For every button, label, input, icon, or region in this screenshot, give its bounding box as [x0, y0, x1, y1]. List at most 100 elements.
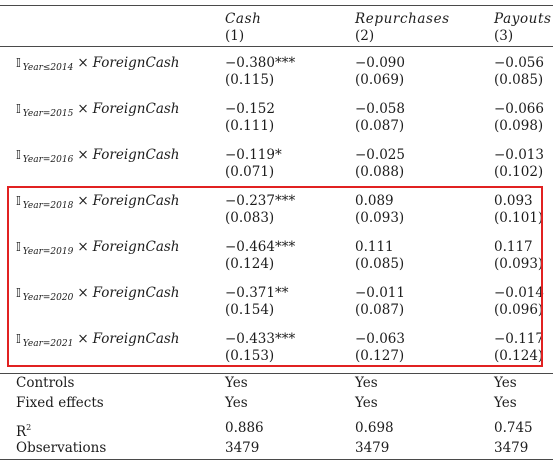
year-subscript: Year=2021	[22, 339, 74, 349]
times-symbol: ×	[77, 193, 89, 209]
footer-label: Observations	[16, 440, 107, 456]
standard-error: (0.087)	[355, 118, 405, 134]
standard-error: (0.102)	[494, 164, 544, 180]
bottom-rule	[0, 459, 553, 460]
standard-error: (0.115)	[225, 72, 275, 88]
times-symbol: ×	[77, 55, 89, 71]
coefficient: −0.119*	[225, 147, 282, 163]
col-number-1: (1)	[225, 28, 245, 44]
coefficient: −0.056	[494, 55, 544, 71]
row-label: 𝕀 Year=2018 × ForeignCash	[16, 193, 180, 214]
variable-name: ForeignCash	[92, 55, 180, 71]
indicator-symbol: 𝕀	[16, 148, 21, 162]
year-subscript: Year=2019	[22, 247, 74, 257]
standard-error: (0.124)	[494, 348, 544, 364]
row-label: 𝕀 Year=2020 × ForeignCash	[16, 285, 180, 306]
footer-value: 0.886	[225, 420, 264, 436]
times-symbol: ×	[77, 285, 89, 301]
indicator-symbol: 𝕀	[16, 286, 21, 300]
header-rule	[0, 46, 553, 47]
standard-error: (0.087)	[355, 302, 405, 318]
standard-error: (0.154)	[225, 302, 275, 318]
col-header-cash: Cash	[225, 11, 262, 27]
standard-error: (0.096)	[494, 302, 544, 318]
times-symbol: ×	[77, 101, 89, 117]
footer-label: R2	[16, 423, 32, 440]
standard-error: (0.083)	[225, 210, 275, 226]
standard-error: (0.085)	[355, 256, 405, 272]
coefficient: 0.089	[355, 193, 394, 209]
coefficient: −0.013	[494, 147, 544, 163]
footer-value: 3479	[355, 440, 390, 456]
coefficient: −0.237***	[225, 193, 296, 209]
footer-label: Controls	[16, 375, 75, 391]
standard-error: (0.071)	[225, 164, 275, 180]
indicator-symbol: 𝕀	[16, 102, 21, 116]
row-label: 𝕀 Year=2015 × ForeignCash	[16, 101, 180, 122]
footer-value: 0.745	[494, 420, 533, 436]
coefficient: −0.014	[494, 285, 544, 301]
row-label: 𝕀 Year=2016 × ForeignCash	[16, 147, 180, 168]
footer-value: Yes	[225, 395, 248, 411]
coefficient: −0.371**	[225, 285, 289, 301]
standard-error: (0.127)	[355, 348, 405, 364]
row-label: 𝕀 Year=2019 × ForeignCash	[16, 239, 180, 260]
times-symbol: ×	[77, 147, 89, 163]
year-subscript: Year=2015	[22, 109, 74, 119]
superscript: 2	[26, 423, 32, 432]
coefficient: −0.433***	[225, 331, 296, 347]
footer-value: 3479	[225, 440, 260, 456]
times-symbol: ×	[77, 331, 89, 347]
mid-rule	[0, 373, 553, 374]
variable-name: ForeignCash	[92, 101, 180, 117]
col-header-payouts: Payouts	[494, 11, 552, 27]
standard-error: (0.069)	[355, 72, 405, 88]
variable-name: ForeignCash	[92, 147, 180, 163]
footer-value: 3479	[494, 440, 529, 456]
variable-name: ForeignCash	[92, 285, 180, 301]
standard-error: (0.085)	[494, 72, 544, 88]
footer-value: Yes	[494, 395, 517, 411]
top-rule	[0, 5, 553, 6]
standard-error: (0.098)	[494, 118, 544, 134]
times-symbol: ×	[77, 239, 89, 255]
standard-error: (0.111)	[225, 118, 275, 134]
coefficient: −0.464***	[225, 239, 296, 255]
variable-name: ForeignCash	[92, 239, 180, 255]
standard-error: (0.088)	[355, 164, 405, 180]
footer-value: Yes	[355, 375, 378, 391]
row-label: 𝕀 Year=2021 × ForeignCash	[16, 331, 180, 352]
coefficient: −0.380***	[225, 55, 296, 71]
year-subscript: Year≤2014	[22, 63, 74, 73]
indicator-symbol: 𝕀	[16, 240, 21, 254]
coefficient: −0.011	[355, 285, 405, 301]
footer-value: Yes	[494, 375, 517, 391]
footer-value: Yes	[225, 375, 248, 391]
year-subscript: Year=2016	[22, 155, 74, 165]
standard-error: (0.101)	[494, 210, 544, 226]
coefficient: −0.090	[355, 55, 405, 71]
coefficient: 0.117	[494, 239, 533, 255]
footer-value: Yes	[355, 395, 378, 411]
coefficient: −0.063	[355, 331, 405, 347]
highlight-box	[7, 186, 543, 367]
coefficient: 0.093	[494, 193, 533, 209]
col-number-2: (2)	[355, 28, 375, 44]
footer-label: Fixed effects	[16, 395, 104, 411]
coefficient: −0.025	[355, 147, 405, 163]
coefficient: −0.152	[225, 101, 275, 117]
year-subscript: Year=2020	[22, 293, 74, 303]
coefficient: −0.066	[494, 101, 544, 117]
col-number-3: (3)	[494, 28, 514, 44]
footer-value: 0.698	[355, 420, 394, 436]
coefficient: −0.058	[355, 101, 405, 117]
indicator-symbol: 𝕀	[16, 332, 21, 346]
coefficient: −0.117	[494, 331, 544, 347]
standard-error: (0.093)	[355, 210, 405, 226]
indicator-symbol: 𝕀	[16, 194, 21, 208]
variable-name: ForeignCash	[92, 193, 180, 209]
standard-error: (0.093)	[494, 256, 544, 272]
coefficient: 0.111	[355, 239, 394, 255]
indicator-symbol: 𝕀	[16, 56, 21, 70]
row-label: 𝕀 Year≤2014 × ForeignCash	[16, 55, 180, 76]
